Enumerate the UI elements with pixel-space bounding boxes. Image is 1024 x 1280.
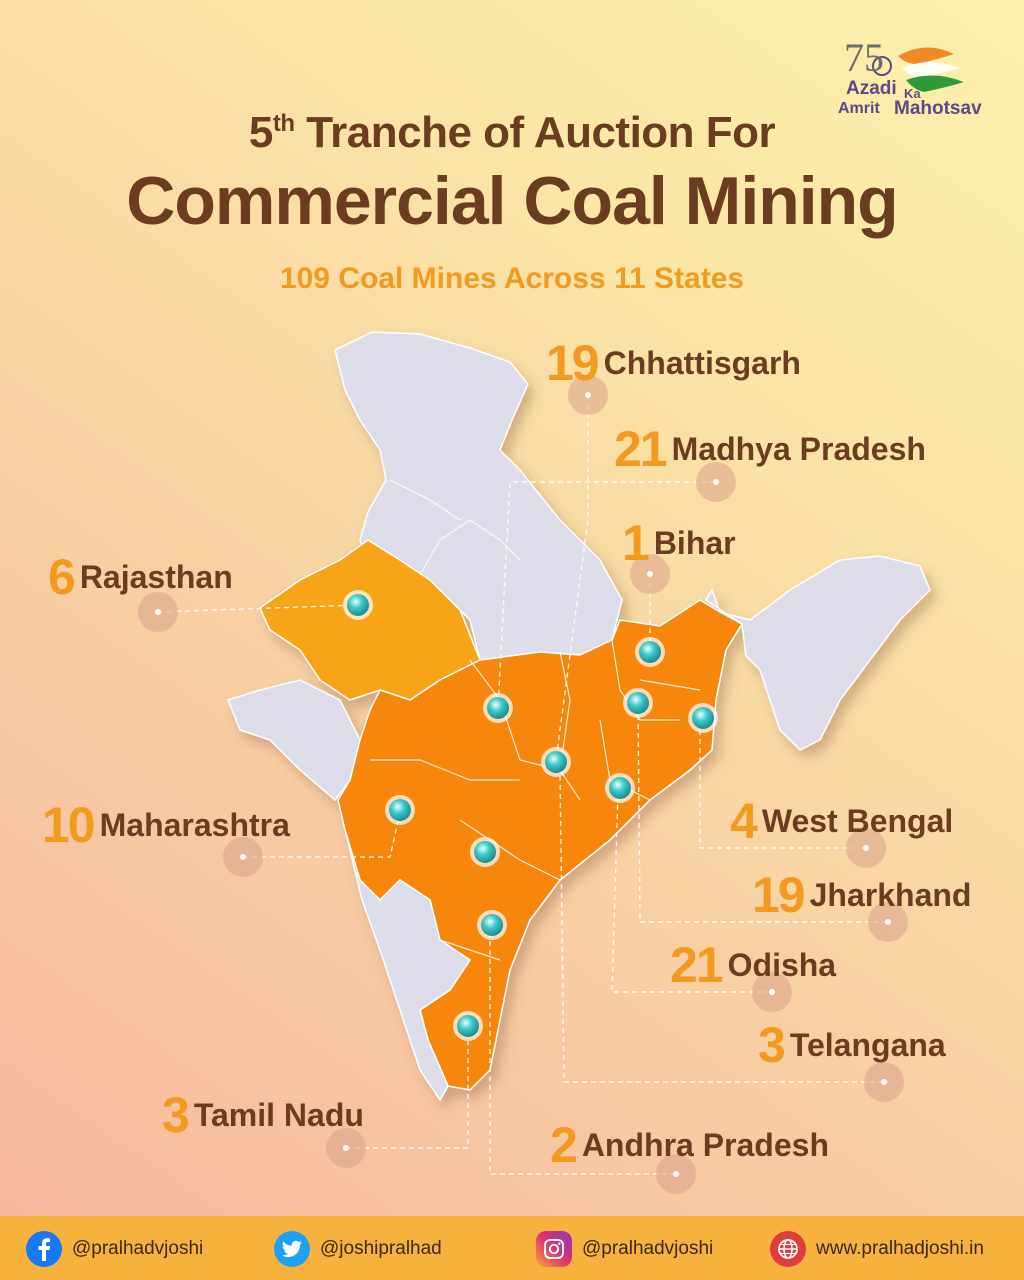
page-title-line2: Commercial Coal Mining: [126, 163, 898, 239]
label-odisha: 21 Odisha: [670, 937, 837, 993]
india-map: [138, 331, 931, 1194]
pin-telangana: [470, 837, 500, 867]
pin-maharashtra: [385, 795, 415, 825]
logo-mahotsav: Mahotsav: [894, 98, 982, 119]
subtitle: 109 Coal Mines Across 11 States: [279, 262, 745, 295]
label-dot-centers: [155, 392, 891, 1177]
pin-bihar: [635, 637, 665, 667]
flag-logo-icon: [872, 47, 964, 92]
label-chhattisgarh: 19 Chhattisgarh: [546, 335, 801, 391]
pin-tamil-nadu: [453, 1011, 483, 1041]
pin-odisha: [605, 773, 635, 803]
pin-chhattisgarh: [541, 747, 571, 777]
azadi-ka-amrit-mahotsav-logo: 75 Azadi Ka Amrit Mahotsav: [836, 34, 1006, 130]
pin-jharkhand: [623, 688, 653, 718]
pin-rajasthan: [343, 590, 373, 620]
label-bihar: 1 Bihar: [622, 515, 736, 571]
website-link[interactable]: www.pralhadjoshi.in: [770, 1230, 984, 1268]
pin-west-bengal: [688, 703, 718, 733]
facebook-handle: @pralhadvjoshi: [72, 1238, 204, 1259]
facebook-icon: [26, 1231, 62, 1267]
instagram-link[interactable]: @pralhadvjoshi: [536, 1230, 713, 1268]
gujarat-region: [227, 679, 361, 802]
label-maharashtra: 10 Maharashtra: [42, 797, 290, 853]
instagram-icon: [536, 1231, 572, 1267]
map-pins: [343, 590, 718, 1041]
logo-ka: Ka: [904, 86, 921, 101]
leader-lines: [157, 395, 888, 1175]
label-andhra-pradesh: 2 Andhra Pradesh: [550, 1117, 829, 1173]
globe-icon: [770, 1231, 806, 1267]
website-url: www.pralhadjoshi.in: [816, 1238, 984, 1259]
twitter-link[interactable]: @joshipralhad: [274, 1230, 442, 1268]
pin-madhya-pradesh: [483, 693, 513, 723]
instagram-handle: @pralhadvjoshi: [582, 1238, 714, 1259]
facebook-link[interactable]: @pralhadvjoshi: [26, 1230, 203, 1268]
page-title-line1: 5th Tranche of Auction For: [248, 108, 776, 157]
label-jharkhand: 19 Jharkhand: [752, 867, 972, 923]
logo-number: 75: [844, 35, 884, 80]
social-footer: @pralhadvjoshi @joshipralhad @pralhadvjo…: [0, 1216, 1024, 1280]
logo-amrit: Amrit: [838, 100, 880, 117]
twitter-icon: [274, 1231, 310, 1267]
label-tamil-nadu: 3 Tamil Nadu: [162, 1087, 364, 1143]
twitter-handle: @joshipralhad: [320, 1238, 442, 1259]
label-west-bengal: 4 West Bengal: [730, 793, 954, 849]
logo-azadi: Azadi: [846, 78, 897, 99]
south-west-region: [344, 829, 472, 1102]
label-telangana: 3 Telangana: [758, 1017, 946, 1073]
pin-andhra-pradesh: [477, 910, 507, 940]
label-madhya-pradesh: 21 Madhya Pradesh: [614, 421, 926, 477]
north-east-region: [704, 555, 931, 751]
label-rajasthan: 6 Rajasthan: [48, 549, 233, 605]
